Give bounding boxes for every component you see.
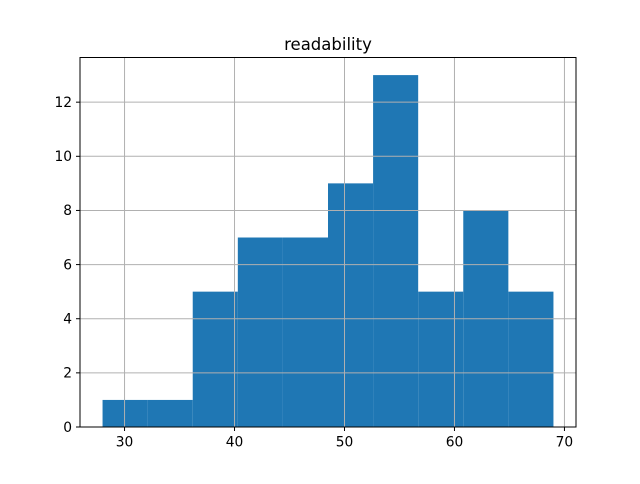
y-tick-label: 0 <box>63 420 72 436</box>
chart-title: readability <box>284 35 372 54</box>
y-tick-label: 4 <box>63 312 72 328</box>
x-tick-label: 50 <box>336 435 354 451</box>
ticks-layer: 30 40 50 60 70 0 2 4 6 8 10 12 <box>54 95 573 451</box>
histogram-bar <box>237 237 283 427</box>
histogram-bar <box>508 291 554 427</box>
x-tick-label: 60 <box>446 435 464 451</box>
histogram-bar <box>282 237 328 427</box>
y-tick-label: 8 <box>63 203 72 219</box>
histogram-bar <box>102 399 148 427</box>
axes-layer <box>79 57 577 428</box>
y-tick-label: 6 <box>63 257 72 273</box>
x-tick-label: 30 <box>116 435 134 451</box>
x-tick-label: 70 <box>556 435 574 451</box>
y-tick-label: 10 <box>54 149 72 165</box>
y-tick-label: 2 <box>63 366 72 382</box>
histogram-bar <box>373 75 419 427</box>
histogram-bar <box>192 291 238 427</box>
histogram-bar <box>147 399 193 427</box>
histogram-bar <box>328 183 374 427</box>
grid-layer <box>80 57 576 427</box>
bars-layer <box>102 75 554 427</box>
histogram-bar <box>418 291 464 427</box>
x-tick-label: 40 <box>226 435 244 451</box>
plot-spines <box>79 57 577 428</box>
y-tick-label: 12 <box>54 95 72 111</box>
